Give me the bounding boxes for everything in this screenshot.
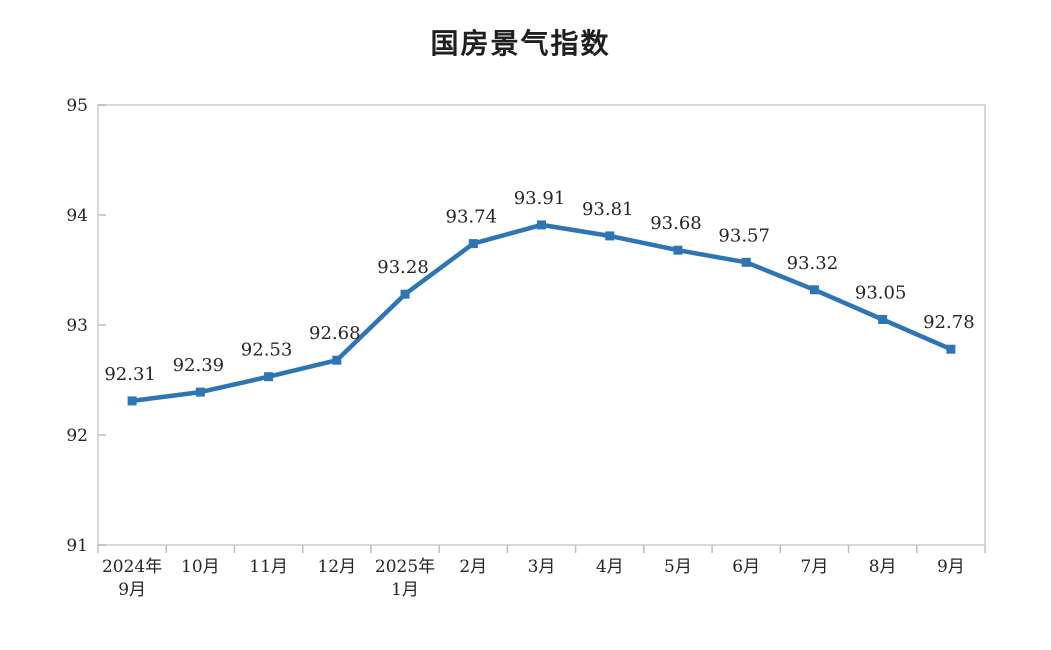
y-tick-label: 95 (66, 96, 88, 116)
data-point-marker (605, 231, 615, 241)
data-point-label: 92.39 (173, 355, 225, 376)
x-tick-label: 3月 (528, 557, 556, 577)
data-point-label: 92.31 (104, 364, 156, 385)
chart-title: 国房景气指数 (430, 27, 611, 60)
y-tick-label: 91 (66, 536, 88, 556)
y-tick-label: 92 (66, 426, 88, 446)
y-tick-label: 94 (66, 206, 88, 226)
x-tick-label: 12月 (317, 557, 356, 577)
data-point-marker (400, 289, 410, 299)
x-tick-label: 8月 (869, 557, 897, 577)
data-point-label: 93.57 (718, 225, 770, 246)
x-tick-label: 4月 (596, 557, 624, 577)
data-point-label: 93.81 (582, 199, 634, 220)
data-point-label: 93.05 (855, 283, 907, 304)
x-tick-label: 7月 (801, 557, 829, 577)
x-tick-label: 2024年 9月 (102, 557, 162, 600)
data-point-label: 93.91 (514, 188, 566, 209)
x-tick-label: 2月 (459, 557, 487, 577)
data-point-marker (809, 285, 819, 295)
data-point-marker (741, 257, 751, 267)
x-tick-label: 6月 (732, 557, 760, 577)
data-point-label: 92.78 (923, 312, 975, 333)
data-point-label: 93.74 (446, 207, 498, 228)
x-tick-label: 11月 (249, 557, 288, 577)
data-point-marker (332, 355, 342, 365)
data-point-marker (946, 344, 956, 354)
line-series (129, 222, 954, 404)
data-point-marker (878, 315, 888, 324)
data-point-label: 93.32 (787, 253, 839, 274)
plot-area-border (97, 104, 986, 546)
data-point-marker (673, 245, 683, 255)
data-point-label: 93.68 (650, 213, 702, 234)
data-point-label: 93.28 (377, 257, 429, 278)
data-point-marker (537, 220, 546, 230)
data-point-marker (127, 396, 137, 406)
data-point-marker (468, 239, 478, 249)
data-point-marker (195, 387, 205, 397)
x-tick-label: 10月 (181, 557, 220, 577)
x-tick-label: 9月 (937, 557, 965, 577)
data-point-label: 92.68 (309, 323, 361, 344)
data-point-marker (264, 372, 274, 382)
x-tick-label: 2025年 1月 (375, 557, 435, 600)
y-tick-label: 93 (66, 316, 88, 336)
x-tick-label: 5月 (664, 557, 692, 577)
data-point-label: 92.53 (241, 340, 293, 361)
